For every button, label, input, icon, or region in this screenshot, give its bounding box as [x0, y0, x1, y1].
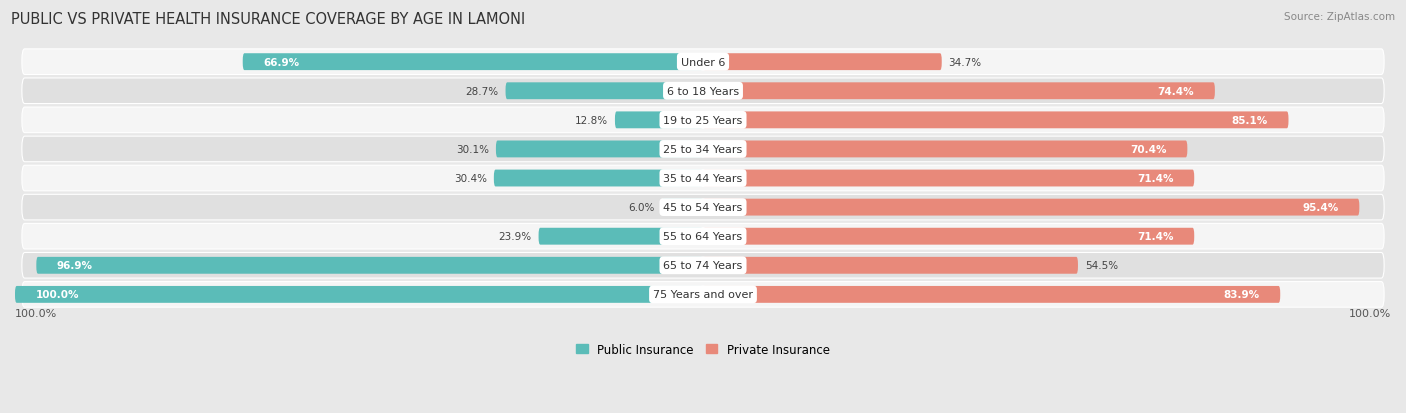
Text: Under 6: Under 6: [681, 57, 725, 67]
FancyBboxPatch shape: [703, 257, 1078, 274]
Text: 65 to 74 Years: 65 to 74 Years: [664, 261, 742, 271]
Text: 71.4%: 71.4%: [1137, 232, 1174, 242]
FancyBboxPatch shape: [15, 286, 703, 303]
FancyBboxPatch shape: [22, 195, 1384, 221]
FancyBboxPatch shape: [703, 170, 1194, 187]
Text: 19 to 25 Years: 19 to 25 Years: [664, 116, 742, 126]
Text: 34.7%: 34.7%: [949, 57, 981, 67]
Text: 6 to 18 Years: 6 to 18 Years: [666, 87, 740, 97]
FancyBboxPatch shape: [243, 54, 703, 71]
Text: Source: ZipAtlas.com: Source: ZipAtlas.com: [1284, 12, 1395, 22]
FancyBboxPatch shape: [22, 137, 1384, 162]
Text: 35 to 44 Years: 35 to 44 Years: [664, 173, 742, 184]
Text: 54.5%: 54.5%: [1085, 261, 1118, 271]
Text: 55 to 64 Years: 55 to 64 Years: [664, 232, 742, 242]
FancyBboxPatch shape: [22, 253, 1384, 278]
Text: 45 to 54 Years: 45 to 54 Years: [664, 203, 742, 213]
FancyBboxPatch shape: [703, 141, 1187, 158]
FancyBboxPatch shape: [22, 282, 1384, 307]
Text: 70.4%: 70.4%: [1130, 145, 1167, 154]
Text: 23.9%: 23.9%: [499, 232, 531, 242]
FancyBboxPatch shape: [22, 50, 1384, 75]
Text: 100.0%: 100.0%: [1348, 309, 1391, 318]
FancyBboxPatch shape: [496, 141, 703, 158]
FancyBboxPatch shape: [703, 228, 1194, 245]
FancyBboxPatch shape: [22, 224, 1384, 249]
Text: 100.0%: 100.0%: [15, 309, 58, 318]
Legend: Public Insurance, Private Insurance: Public Insurance, Private Insurance: [571, 338, 835, 361]
Text: 30.4%: 30.4%: [454, 173, 486, 184]
Text: 28.7%: 28.7%: [465, 87, 499, 97]
Text: PUBLIC VS PRIVATE HEALTH INSURANCE COVERAGE BY AGE IN LAMONI: PUBLIC VS PRIVATE HEALTH INSURANCE COVER…: [11, 12, 526, 27]
FancyBboxPatch shape: [703, 286, 1281, 303]
FancyBboxPatch shape: [614, 112, 703, 129]
Text: 100.0%: 100.0%: [35, 290, 79, 300]
FancyBboxPatch shape: [506, 83, 703, 100]
Text: 85.1%: 85.1%: [1232, 116, 1268, 126]
Text: 6.0%: 6.0%: [628, 203, 655, 213]
Text: 83.9%: 83.9%: [1223, 290, 1260, 300]
Text: 12.8%: 12.8%: [575, 116, 607, 126]
Text: 71.4%: 71.4%: [1137, 173, 1174, 184]
FancyBboxPatch shape: [37, 257, 703, 274]
Text: 96.9%: 96.9%: [58, 261, 93, 271]
FancyBboxPatch shape: [22, 79, 1384, 104]
Text: 66.9%: 66.9%: [263, 57, 299, 67]
FancyBboxPatch shape: [22, 108, 1384, 133]
Text: 25 to 34 Years: 25 to 34 Years: [664, 145, 742, 154]
FancyBboxPatch shape: [703, 83, 1215, 100]
Text: 95.4%: 95.4%: [1302, 203, 1339, 213]
FancyBboxPatch shape: [703, 199, 1360, 216]
FancyBboxPatch shape: [538, 228, 703, 245]
FancyBboxPatch shape: [703, 54, 942, 71]
FancyBboxPatch shape: [703, 112, 1288, 129]
FancyBboxPatch shape: [22, 166, 1384, 191]
Text: 74.4%: 74.4%: [1157, 87, 1194, 97]
Text: 30.1%: 30.1%: [456, 145, 489, 154]
FancyBboxPatch shape: [662, 199, 703, 216]
Text: 75 Years and over: 75 Years and over: [652, 290, 754, 300]
FancyBboxPatch shape: [494, 170, 703, 187]
